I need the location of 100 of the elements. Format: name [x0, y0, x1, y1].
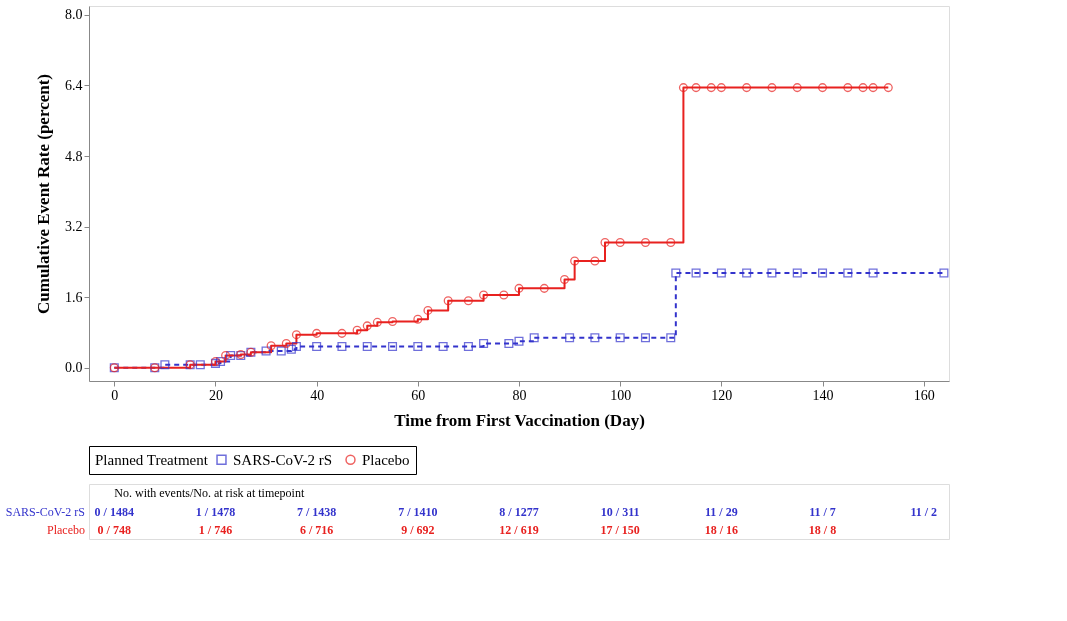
- point: [388, 342, 398, 352]
- point: [291, 330, 301, 340]
- point: [281, 338, 291, 349]
- point: [291, 342, 301, 352]
- point: [590, 333, 600, 343]
- point: [691, 83, 701, 93]
- point: [666, 333, 676, 343]
- point: [514, 336, 524, 346]
- x-tick-label: 140: [812, 387, 834, 403]
- text: SARS-CoV-2 rS: [5, 504, 85, 519]
- legend-title: Planned Treatment: [95, 452, 209, 468]
- point: [716, 83, 726, 93]
- point: [337, 328, 347, 338]
- x-axis-title: Time from First Vaccination (Day): [394, 410, 645, 430]
- point: [843, 268, 853, 278]
- y-tick-label: 4.8: [65, 148, 83, 164]
- point: [640, 333, 650, 343]
- point: [388, 316, 398, 326]
- x-tick-label: 60: [411, 387, 426, 403]
- point: [160, 360, 170, 370]
- point: [499, 290, 509, 300]
- point: [539, 283, 549, 293]
- legend-label: SARS-CoV-2 rS: [233, 451, 333, 468]
- text: 11 / 29: [705, 504, 738, 519]
- point: [691, 268, 701, 278]
- point: [767, 83, 777, 93]
- text: 12 / 619: [499, 522, 539, 537]
- text: 1 / 1478: [195, 504, 236, 519]
- point: [818, 83, 828, 93]
- text: 18 / 8: [808, 522, 837, 537]
- point: [640, 237, 650, 247]
- point: [337, 342, 347, 352]
- text: No. with events/No. at risk at timepoint: [114, 486, 305, 501]
- text: 1 / 746: [198, 522, 233, 537]
- point: [312, 342, 322, 352]
- point: [352, 325, 362, 335]
- point: [362, 321, 372, 331]
- x-tick-label: 40: [310, 387, 325, 403]
- point: [413, 342, 423, 352]
- point: [216, 357, 226, 367]
- x-tick-label: 20: [208, 387, 223, 403]
- point: [423, 305, 433, 315]
- text: Placebo: [47, 522, 85, 537]
- point: [529, 333, 539, 343]
- text: 6 / 716: [299, 522, 334, 537]
- point: [678, 83, 688, 93]
- point: [671, 268, 681, 278]
- point: [438, 342, 448, 352]
- text: 11 / 7: [809, 504, 836, 519]
- point: [479, 290, 489, 300]
- x-tick-label: 160: [913, 387, 935, 403]
- point: [818, 268, 828, 278]
- point: [286, 344, 296, 354]
- point: [843, 83, 853, 93]
- point: [560, 275, 570, 285]
- point: [868, 83, 878, 93]
- point: [504, 338, 514, 349]
- x-tick-label: 120: [711, 387, 733, 403]
- point: [792, 268, 802, 278]
- y-tick-label: 1.6: [65, 289, 83, 305]
- point: [716, 268, 726, 278]
- point: [443, 296, 453, 306]
- text: 17 / 150: [600, 522, 640, 537]
- point: [276, 346, 286, 356]
- point: [615, 333, 625, 343]
- text: 7 / 1410: [398, 504, 438, 519]
- point: [666, 237, 676, 247]
- y-tick-label: 0.0: [65, 360, 83, 376]
- y-tick-label: 8.0: [65, 7, 83, 23]
- point: [372, 317, 382, 327]
- text: 18 / 16: [704, 522, 739, 537]
- point: [792, 83, 802, 93]
- point: [858, 83, 868, 93]
- y-axis-title: Cumulative Event Rate (percent): [34, 73, 53, 315]
- point: [565, 333, 575, 343]
- text: 0 / 1484: [94, 504, 134, 519]
- point: [261, 346, 271, 356]
- point: [463, 342, 473, 352]
- y-tick-label: 6.4: [65, 77, 83, 93]
- point: [767, 268, 777, 278]
- point: [590, 256, 600, 266]
- point: [312, 328, 322, 338]
- x-tick-label: 80: [512, 387, 527, 403]
- point: [226, 350, 236, 360]
- point: [266, 341, 276, 351]
- point: [615, 237, 625, 247]
- point: [570, 256, 580, 266]
- point: [221, 350, 231, 360]
- point: [195, 360, 205, 370]
- point: [883, 83, 893, 93]
- text: 10 / 311: [600, 504, 640, 519]
- point: [742, 268, 752, 278]
- point: [939, 268, 949, 278]
- point: [706, 83, 716, 93]
- x-tick-label: 100: [610, 387, 632, 403]
- point: [413, 314, 423, 324]
- point: [362, 342, 372, 352]
- point: [463, 296, 473, 306]
- text: 11 / 2: [910, 504, 938, 519]
- x-tick-label: 0: [111, 387, 119, 403]
